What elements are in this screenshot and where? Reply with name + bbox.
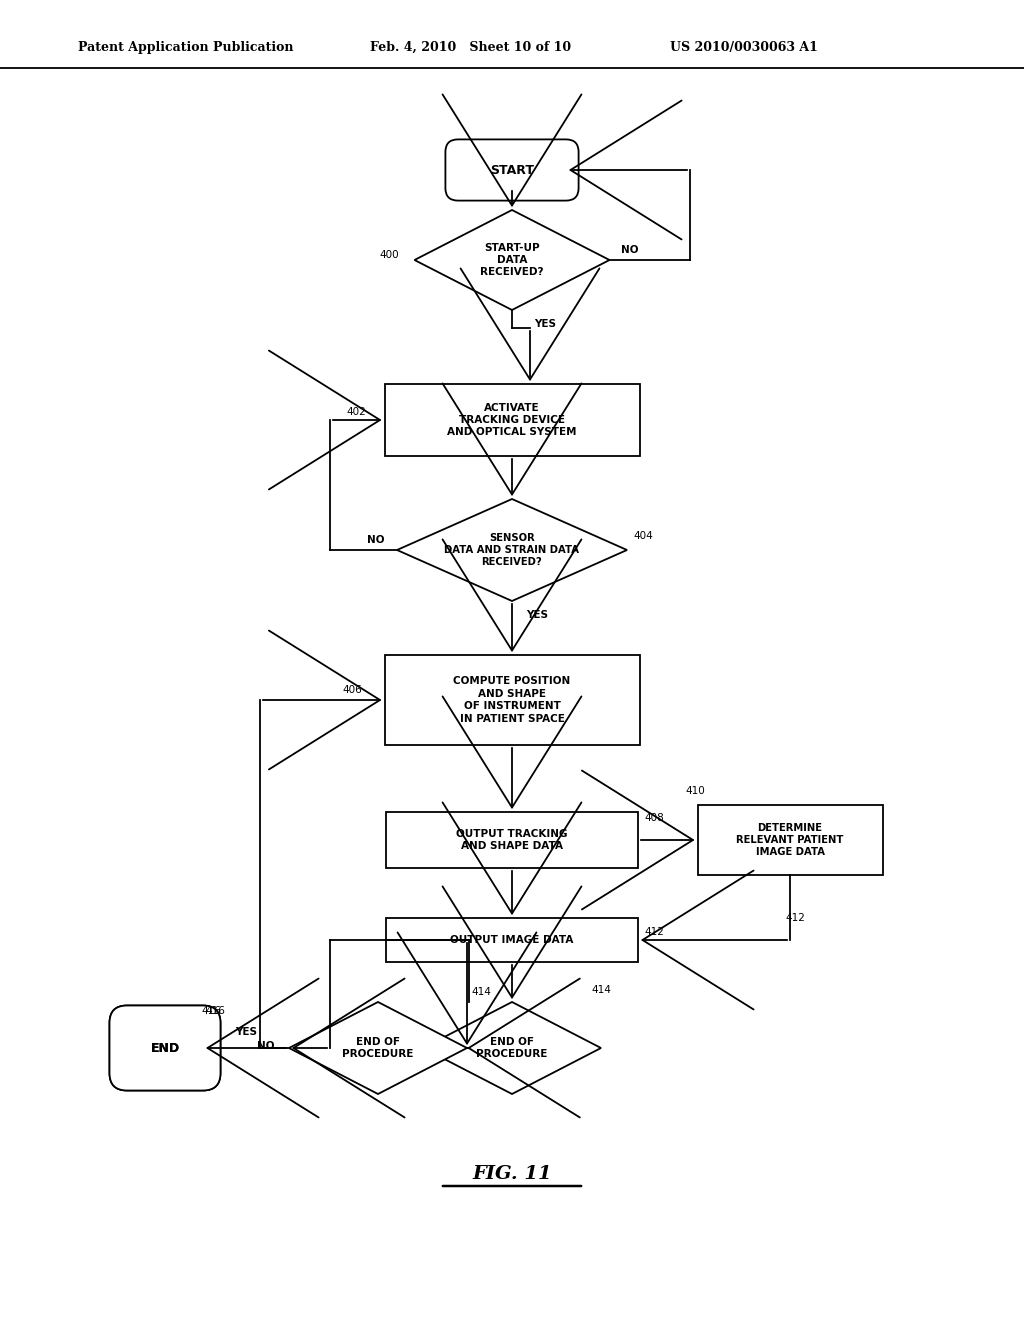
Text: US 2010/0030063 A1: US 2010/0030063 A1 bbox=[670, 41, 818, 54]
Polygon shape bbox=[289, 1002, 467, 1094]
Text: OUTPUT TRACKING
AND SHAPE DATA: OUTPUT TRACKING AND SHAPE DATA bbox=[457, 829, 567, 851]
Text: 414: 414 bbox=[471, 987, 490, 997]
Text: YES: YES bbox=[234, 1027, 257, 1038]
Text: 416: 416 bbox=[205, 1006, 225, 1016]
Text: 414: 414 bbox=[591, 985, 611, 995]
Text: Patent Application Publication: Patent Application Publication bbox=[78, 41, 294, 54]
Text: 406: 406 bbox=[342, 685, 362, 696]
Text: START-UP
DATA
RECEIVED?: START-UP DATA RECEIVED? bbox=[480, 243, 544, 277]
FancyBboxPatch shape bbox=[110, 1006, 220, 1090]
Text: 404: 404 bbox=[633, 531, 652, 541]
Bar bbox=[697, 805, 883, 875]
Text: END: END bbox=[151, 1041, 179, 1055]
Text: 416: 416 bbox=[201, 1006, 221, 1016]
Text: NO: NO bbox=[622, 246, 639, 255]
Polygon shape bbox=[415, 210, 609, 310]
Text: NO: NO bbox=[257, 1041, 275, 1051]
Text: 408: 408 bbox=[644, 813, 664, 822]
Text: COMPUTE POSITION
AND SHAPE
OF INSTRUMENT
IN PATIENT SPACE: COMPUTE POSITION AND SHAPE OF INSTRUMENT… bbox=[454, 676, 570, 723]
Text: 402: 402 bbox=[346, 407, 367, 417]
Text: Feb. 4, 2010   Sheet 10 of 10: Feb. 4, 2010 Sheet 10 of 10 bbox=[370, 41, 571, 54]
Text: END OF
PROCEDURE: END OF PROCEDURE bbox=[342, 1038, 414, 1059]
Polygon shape bbox=[397, 499, 627, 601]
FancyBboxPatch shape bbox=[445, 140, 579, 201]
Text: DETERMINE
RELEVANT PATIENT
IMAGE DATA: DETERMINE RELEVANT PATIENT IMAGE DATA bbox=[736, 822, 844, 858]
Text: FIG. 11: FIG. 11 bbox=[472, 1166, 552, 1183]
Text: YES: YES bbox=[526, 610, 548, 620]
Text: END: END bbox=[151, 1041, 179, 1055]
FancyBboxPatch shape bbox=[110, 1006, 220, 1090]
Polygon shape bbox=[423, 1002, 601, 1094]
Text: YES: YES bbox=[534, 319, 556, 329]
Text: NO: NO bbox=[368, 535, 385, 545]
Text: START: START bbox=[490, 164, 534, 177]
Text: ACTIVATE
TRACKING DEVICE
AND OPTICAL SYSTEM: ACTIVATE TRACKING DEVICE AND OPTICAL SYS… bbox=[447, 403, 577, 437]
Text: OUTPUT IMAGE DATA: OUTPUT IMAGE DATA bbox=[451, 935, 573, 945]
Text: 412: 412 bbox=[785, 913, 805, 923]
Bar bbox=[386, 917, 638, 962]
Bar bbox=[386, 812, 638, 869]
Bar bbox=[384, 655, 640, 744]
Text: SENSOR
DATA AND STRAIN DATA
RECEIVED?: SENSOR DATA AND STRAIN DATA RECEIVED? bbox=[444, 533, 580, 568]
Text: 410: 410 bbox=[685, 785, 706, 796]
Text: 400: 400 bbox=[380, 249, 399, 260]
Text: 412: 412 bbox=[644, 927, 664, 937]
Bar bbox=[384, 384, 640, 455]
Text: END OF
PROCEDURE: END OF PROCEDURE bbox=[476, 1038, 548, 1059]
